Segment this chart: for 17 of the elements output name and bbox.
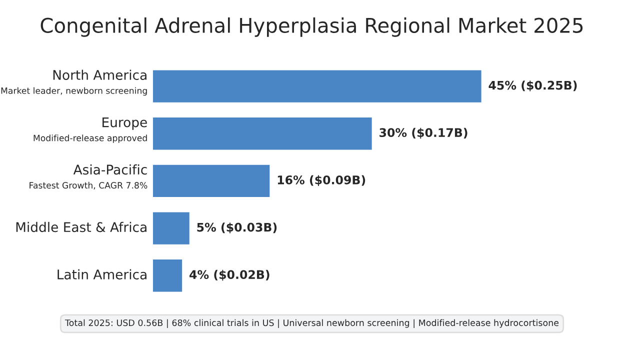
y-tick-label: Latin America bbox=[58, 269, 146, 280]
bar bbox=[152, 70, 482, 102]
y-tick-label: Asia-Pacific Fastest Growth, CAGR 7.8% bbox=[30, 164, 148, 190]
data-label: 30% ($0.17B) bbox=[380, 128, 468, 139]
bar bbox=[152, 212, 190, 244]
bar bbox=[152, 164, 270, 198]
chart-title: Congenital Adrenal Hyperplasia Regional Market 2025 bbox=[40, 17, 583, 37]
data-label: 5% ($0.03B) bbox=[197, 222, 277, 234]
y-tick-label: North America Market leader, newborn screening bbox=[1, 70, 147, 96]
y-tick-label: Europe Modified-release approved bbox=[34, 117, 147, 143]
y-tick-label: Middle East & Africa bbox=[16, 222, 146, 232]
data-label: 16% ($0.09B) bbox=[278, 175, 366, 186]
bar bbox=[152, 260, 182, 292]
bar bbox=[152, 118, 372, 150]
data-label: 45% ($0.25B) bbox=[488, 80, 577, 92]
data-label: 4% ($0.02B) bbox=[190, 270, 270, 281]
text: Total 2025: USD 0.56B | 68% clinical trials in US | Universal newborn screening | Modified-release hydrocortisone bbox=[64, 319, 559, 328]
